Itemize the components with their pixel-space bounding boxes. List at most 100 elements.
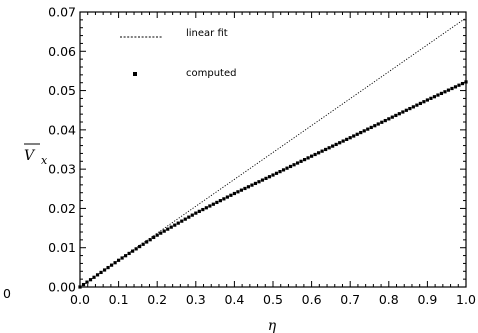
computed-point (415, 103, 419, 107)
computed-point (422, 100, 426, 104)
computed-point (411, 105, 415, 109)
computed-point (208, 204, 212, 208)
y-tick-label: 0.07 (48, 5, 76, 20)
computed-point (306, 156, 310, 160)
computed-point (250, 183, 254, 187)
x-tick-label: 0.2 (147, 292, 167, 307)
computed-point (443, 90, 447, 94)
computed-point (88, 278, 93, 282)
y-axis-title-subscript: x (41, 154, 48, 167)
computed-point (211, 202, 215, 206)
computed-point (418, 101, 422, 106)
computed-point (232, 191, 236, 196)
x-tick-label: 0.8 (379, 292, 399, 307)
y-tick-label: 0.01 (48, 240, 76, 255)
computed-point (260, 178, 265, 182)
computed-point (222, 197, 226, 201)
y-tick-label: 0.02 (48, 201, 76, 216)
computed-point (166, 227, 170, 231)
legend: linear fit computed (120, 28, 236, 79)
y-axis-title: V x (24, 143, 48, 167)
y-tick-label: 0.06 (48, 44, 76, 59)
computed-point (225, 195, 229, 199)
computed-point (320, 149, 324, 153)
computed-point (299, 159, 303, 163)
computed-point (401, 110, 405, 114)
x-tick-label: 0.9 (417, 292, 437, 307)
computed-point (331, 144, 335, 148)
computed-point (78, 285, 82, 289)
x-axis-title: η (268, 318, 277, 333)
x-tick-label: 0.6 (302, 292, 322, 307)
computed-point (310, 154, 314, 158)
y-tick-label: 0.05 (48, 83, 76, 98)
legend-computed-swatch (133, 72, 137, 76)
computed-point (134, 247, 138, 251)
y-axis-title-main: V (24, 148, 36, 164)
computed-point (453, 85, 458, 89)
computed-point (281, 168, 286, 172)
computed-point (387, 117, 391, 121)
computed-point (352, 134, 356, 138)
computed-point (327, 146, 331, 150)
computed-point (183, 217, 187, 221)
computed-point (201, 207, 205, 212)
x-tick-label: 0.5 (263, 292, 283, 307)
computed-point (138, 244, 142, 249)
computed-point (109, 263, 114, 267)
computed-point (292, 163, 296, 167)
computed-point (313, 152, 317, 157)
computed-point (239, 188, 244, 192)
computed-point (380, 120, 384, 124)
computed-point (390, 115, 394, 119)
x-tick-label: 0.4 (224, 292, 244, 307)
computed-point (215, 200, 219, 205)
computed-point (348, 136, 352, 140)
x-tick-label: 1.0 (456, 292, 476, 307)
computed-point (194, 211, 198, 215)
computed-point (169, 225, 173, 229)
linear-fit-line (79, 17, 467, 288)
computed-point (394, 113, 398, 118)
computed-point (92, 275, 96, 279)
computed-point (162, 229, 166, 233)
computed-point (102, 268, 107, 272)
computed-point (397, 112, 401, 116)
y-tick-label: 0.00 (48, 280, 76, 295)
computed-point (341, 139, 345, 143)
computed-point (334, 142, 338, 147)
computed-point (95, 273, 100, 277)
computed-point (124, 254, 128, 258)
computed-point (176, 221, 180, 225)
computed-point (450, 86, 454, 91)
computed-point (81, 282, 86, 287)
computed-point (446, 88, 451, 92)
computed-point (173, 223, 177, 227)
computed-point (155, 233, 159, 237)
computed-point (85, 280, 89, 284)
computed-point (218, 199, 222, 203)
computed-point (366, 127, 370, 131)
computed-point (404, 108, 408, 112)
computed-point (429, 96, 433, 100)
computed-point (383, 118, 387, 123)
computed-point (117, 258, 121, 262)
y-tick-label: 0.03 (48, 162, 76, 177)
computed-point (204, 206, 208, 210)
legend-computed-label: computed (186, 68, 236, 79)
computed-point (274, 171, 279, 175)
computed-point (180, 219, 184, 223)
computed-point (152, 235, 156, 240)
computed-point (197, 209, 201, 213)
computed-point (106, 265, 110, 270)
computed-point (432, 95, 437, 99)
computed-point (317, 151, 321, 155)
computed-point (131, 249, 135, 253)
computed-point (187, 215, 191, 219)
computed-point (253, 181, 258, 186)
computed-point (345, 137, 349, 141)
computed-point (373, 124, 377, 128)
x-tick-label: 0.0 (70, 292, 90, 307)
x-tick-label: 0.1 (109, 292, 129, 307)
y-tick-label: 0.04 (48, 122, 76, 137)
